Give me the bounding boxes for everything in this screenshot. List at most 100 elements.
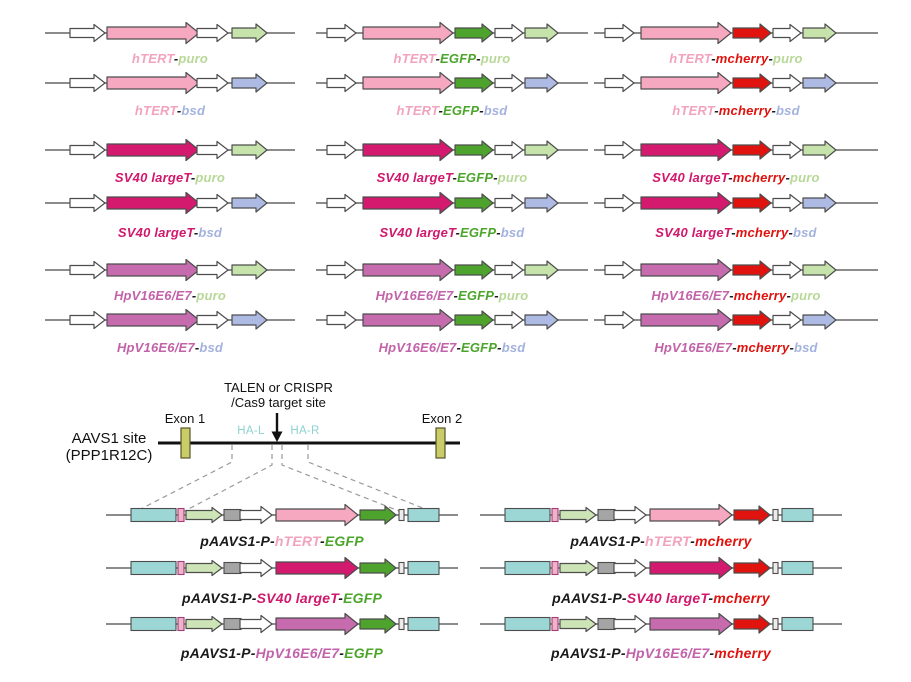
egfp-arrow [454, 140, 494, 160]
label-part: EGFP [440, 51, 477, 66]
egfp-arrow [454, 23, 494, 43]
label-part: mcherry [732, 170, 786, 185]
orf-arrow [239, 505, 273, 525]
puro-marker-arrow [231, 260, 268, 280]
orf-arrow [196, 23, 229, 43]
bsd-marker-arrow [802, 193, 837, 213]
construct-hTERT-bsd [45, 71, 295, 95]
label-HpV16E6E7-bsd: HpV16E6/E7-bsd [45, 340, 295, 355]
construct-SV40largeT-EGFP-bsd [316, 191, 588, 215]
label-part: HpV16E6/E7 [116, 340, 195, 355]
construct-diagram [594, 21, 878, 45]
orf-arrow [239, 614, 273, 634]
label-part: - [728, 170, 733, 185]
label-hTERT-mcherry-bsd: hTERT-mcherry-bsd [594, 103, 878, 118]
pink-element-box [177, 616, 185, 632]
construct-diagram [106, 612, 458, 636]
label-part: pAAVS1-P- [181, 590, 257, 606]
bsd-marker-arrow [802, 310, 837, 330]
pale-green-arrow [559, 615, 597, 633]
gray-element-box [597, 561, 616, 575]
construct-diagram [316, 71, 588, 95]
pink-element-box [551, 560, 559, 576]
label-part: puro [790, 288, 821, 303]
sv40larget-gene-arrow [640, 191, 732, 215]
zoom-dash-right-outer [307, 445, 436, 514]
orf-arrow [604, 193, 635, 213]
orf-arrow [494, 260, 524, 280]
label-part: - [690, 533, 695, 549]
label-pAAVS1-P-SV40largeT-mcherry: pAAVS1-P-SV40 largeT-mcherry [480, 590, 842, 606]
orf-arrow [494, 140, 524, 160]
label-part: - [191, 288, 197, 303]
label-part: - [711, 51, 716, 66]
orf-arrow [772, 140, 802, 160]
orf-arrow [494, 23, 524, 43]
label-part: - [709, 645, 715, 661]
label-part: HpV16E6/E7 [651, 288, 730, 303]
mcherry-arrow [732, 193, 772, 213]
label-part: bsd [483, 103, 508, 118]
orf-arrow [772, 260, 802, 280]
label-part: - [729, 288, 734, 303]
aavs1-site-label-line1: AAVS1 site [71, 430, 147, 447]
label-part: hTERT [134, 103, 177, 118]
puro-marker-arrow [231, 23, 268, 43]
egfp-arrow [454, 193, 494, 213]
label-part: - [497, 340, 502, 355]
label-part: bsd [776, 103, 800, 118]
target-site-label: TALEN or CRISPR /Cas9 target site [196, 380, 361, 410]
mcherry-arrow [733, 505, 771, 525]
egfp-arrow [359, 505, 397, 525]
label-hTERT-puro: hTERT-puro [45, 51, 295, 66]
bsd-marker-arrow [524, 310, 559, 330]
hpv16e6e7-gene-arrow [640, 258, 732, 282]
orf-arrow [69, 73, 106, 93]
label-part: pAAVS1-P- [180, 645, 256, 661]
orf-arrow [69, 310, 106, 330]
orf-arrow [196, 260, 229, 280]
label-hTERT-mcherry-puro: hTERT-mcherry-puro [594, 51, 878, 66]
label-SV40largeT-puro: SV40 largeT-puro [45, 170, 295, 185]
label-SV40largeT-EGFP-bsd: SV40 largeT-EGFP-bsd [316, 225, 588, 240]
bsd-marker-arrow [524, 193, 559, 213]
construct-diagram [316, 191, 588, 215]
label-part: SV40 largeT [626, 590, 709, 606]
label-part: hTERT [393, 51, 436, 66]
ha-left-label: HA-L [237, 425, 265, 437]
label-pAAVS1-P-hTERT-EGFP: pAAVS1-P-hTERT-EGFP [106, 533, 458, 549]
htert-gene-arrow [640, 21, 732, 45]
orf-arrow [494, 193, 524, 213]
construct-HpV16E6E7-EGFP-bsd [316, 308, 588, 332]
label-part: hTERT [131, 51, 174, 66]
gray-element-box [223, 508, 242, 522]
label-part: hTERT [645, 533, 691, 549]
orf-arrow [326, 73, 357, 93]
pale-green-arrow [185, 559, 223, 577]
construct-SV40largeT-bsd [45, 191, 295, 215]
construct-diagram [45, 258, 295, 282]
construct-diagram [316, 138, 588, 162]
label-part: hTERT [669, 51, 712, 66]
target-site-label-line1: TALEN or CRISPR [224, 380, 333, 395]
homology-arm-box [504, 507, 551, 523]
aavs1-site-label-line2: (PPP1R12C) [65, 447, 153, 464]
label-part: SV40 largeT [114, 170, 191, 185]
hpv16e6e7-gene-arrow [106, 258, 200, 282]
pale-green-arrow [185, 506, 223, 524]
label-part: bsd [501, 340, 526, 355]
small-spacer-box [398, 508, 405, 522]
hpv16e6e7-gene-arrow [362, 308, 454, 332]
construct-pAAVS1-P-SV40largeT-EGFP [106, 556, 458, 580]
zoom-dash-left-inner [180, 445, 273, 514]
homology-arm-box [781, 507, 814, 523]
label-part: - [494, 288, 499, 303]
label-part: EGFP [460, 225, 497, 240]
homology-arm-box [781, 616, 814, 632]
label-part: - [493, 170, 498, 185]
label-part: EGFP [344, 645, 384, 661]
label-part: SV40 largeT [256, 590, 339, 606]
homology-arm-box [130, 560, 177, 576]
